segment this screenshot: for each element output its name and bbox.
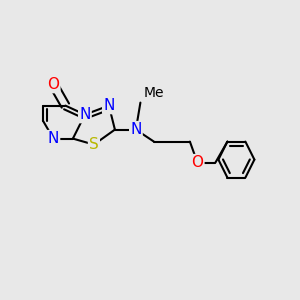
- Text: N: N: [79, 107, 91, 122]
- Text: N: N: [103, 98, 115, 113]
- Text: O: O: [191, 155, 203, 170]
- Text: O: O: [47, 77, 59, 92]
- Text: S: S: [89, 137, 99, 152]
- Text: N: N: [130, 122, 142, 137]
- Text: N: N: [48, 131, 59, 146]
- Text: Me: Me: [143, 85, 164, 100]
